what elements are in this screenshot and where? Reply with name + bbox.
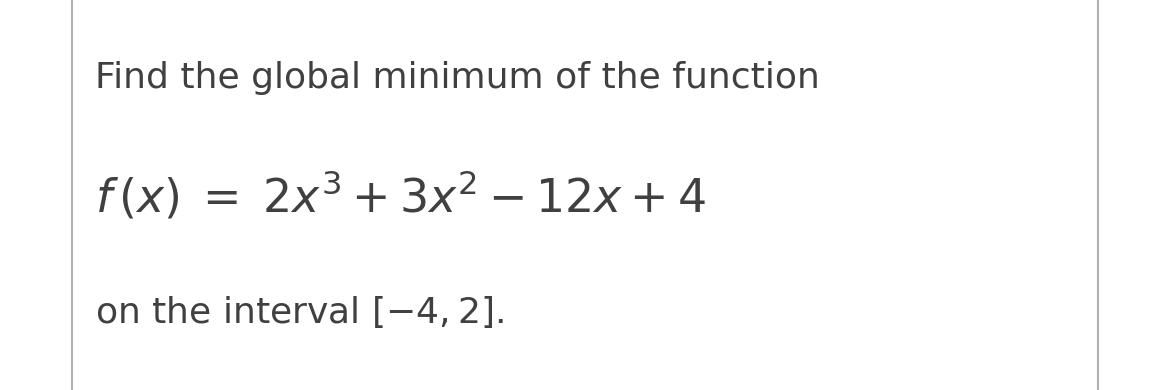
- Text: on the interval $[-4,2]$.: on the interval $[-4,2]$.: [95, 294, 504, 330]
- Text: Find the global minimum of the function: Find the global minimum of the function: [95, 61, 820, 95]
- Text: $f\,(x)\;=\;2x^3 + 3x^2 - 12x + 4$: $f\,(x)\;=\;2x^3 + 3x^2 - 12x + 4$: [95, 169, 706, 221]
